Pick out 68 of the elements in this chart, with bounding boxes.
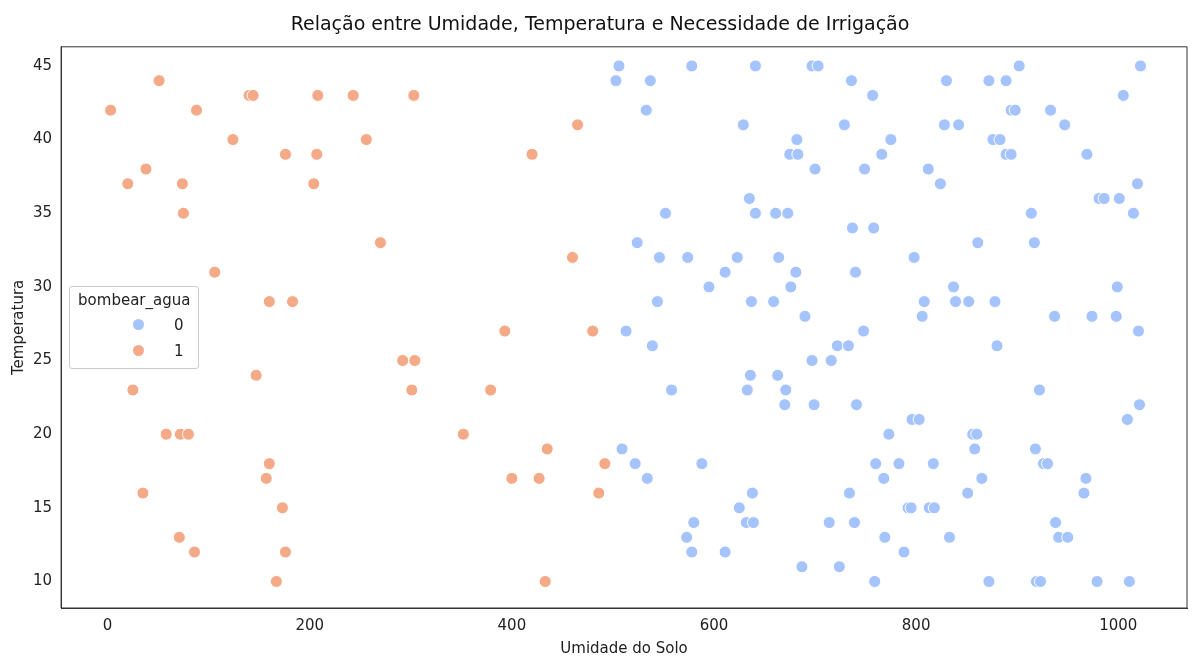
point (505, 471, 519, 485)
point (104, 103, 118, 117)
point (269, 574, 283, 588)
point (359, 133, 373, 147)
point (407, 88, 421, 102)
point (373, 236, 387, 250)
x-axis-title: Umidade do Solo (560, 638, 688, 657)
y-tick-label: 45 (32, 55, 53, 74)
point (592, 486, 606, 500)
x-tick-label: 800 (901, 615, 931, 634)
point (188, 545, 201, 559)
point (586, 324, 600, 338)
point (249, 368, 263, 382)
point (121, 177, 135, 191)
point (278, 147, 292, 161)
point (136, 486, 150, 500)
y-tick-label: 35 (32, 203, 53, 222)
point (172, 530, 186, 544)
point (408, 354, 422, 368)
x-tick-label: 200 (295, 615, 325, 634)
chart-title: Relação entre Umidade, Temperatura e Necessidade de Irrigação (290, 12, 910, 35)
point (181, 427, 195, 441)
y-tick-label: 15 (32, 497, 53, 516)
y-tick-label: 40 (32, 129, 53, 148)
legend-label: 1 (174, 341, 184, 360)
point (540, 442, 554, 456)
point (246, 88, 260, 102)
point (286, 295, 300, 309)
y-axis-title: Temperatura (8, 279, 27, 377)
point (126, 383, 140, 397)
point (159, 427, 173, 441)
point (498, 324, 512, 338)
y-tick-label: 25 (32, 350, 53, 369)
x-tick-label: 600 (699, 615, 729, 634)
point (598, 457, 612, 471)
point (538, 574, 552, 588)
point (176, 206, 190, 220)
x-tick-label: 1000 (1099, 615, 1138, 634)
y-tick-label: 20 (32, 424, 53, 443)
point (152, 74, 166, 88)
x-tick-label: 0 (102, 615, 113, 634)
point (346, 88, 360, 102)
point (484, 383, 498, 397)
point (311, 88, 325, 102)
point (262, 295, 276, 309)
point (226, 133, 240, 147)
point (259, 471, 273, 485)
x-tick-label: 400 (497, 615, 527, 634)
legend-label: 0 (174, 315, 184, 334)
point (532, 471, 546, 485)
y-tick-label: 30 (32, 276, 53, 295)
y-tick-label: 10 (32, 571, 53, 590)
point (262, 457, 276, 471)
point (278, 545, 292, 559)
point (396, 354, 410, 368)
point (456, 427, 470, 441)
point (525, 147, 539, 161)
point (405, 383, 419, 397)
point (139, 162, 153, 176)
point (566, 250, 579, 264)
point (310, 147, 324, 161)
point (208, 265, 222, 279)
point (275, 501, 289, 515)
point (307, 177, 321, 191)
point (571, 118, 585, 132)
point (175, 177, 189, 191)
point (190, 103, 204, 117)
legend-title: bombear_agua (78, 290, 191, 309)
